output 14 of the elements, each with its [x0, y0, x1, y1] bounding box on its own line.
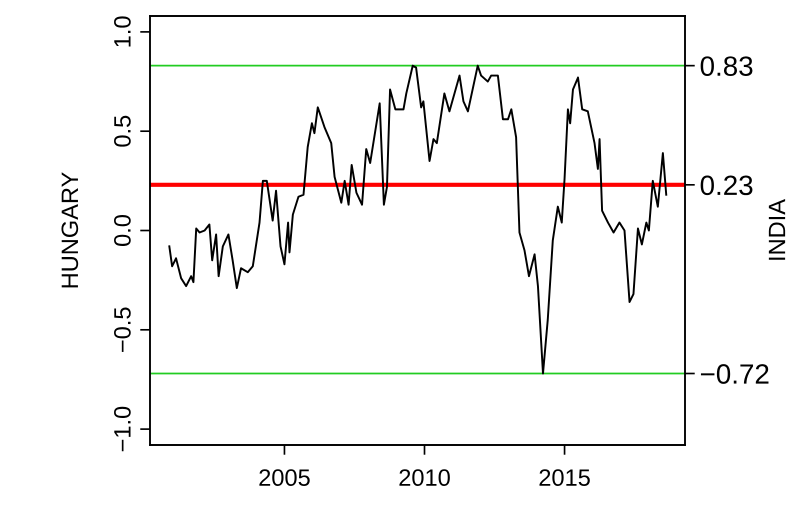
y2-tick-label: 0.83 [700, 56, 752, 76]
y-tick-label: 1.0 [114, 16, 131, 46]
x-tick-label: 2005 [259, 469, 310, 486]
y-axis-title: HUNGARY [61, 172, 78, 288]
x-tick-label: 2015 [539, 469, 590, 486]
y-tick-label: −1.0 [114, 406, 131, 452]
y-tick-label: 0.0 [114, 215, 131, 246]
y2-tick-label: 0.23 [700, 175, 752, 196]
line-series [168, 64, 668, 374]
y-tick-label: 0.5 [114, 116, 131, 147]
x-tick-label: 2010 [399, 469, 450, 486]
y2-tick-label: −0.72 [700, 364, 768, 384]
y2-axis-title: INDIA [768, 199, 786, 260]
y-tick-label: −0.5 [114, 307, 131, 352]
